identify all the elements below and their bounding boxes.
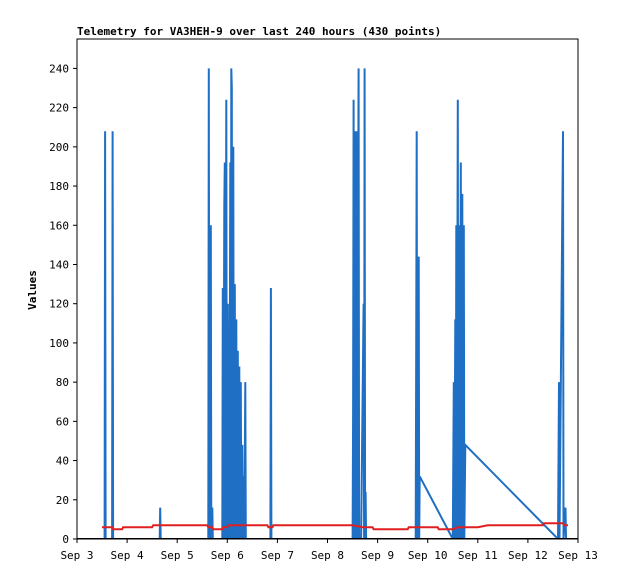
y-tick-label: 0 xyxy=(62,533,69,546)
y-tick-label: 120 xyxy=(49,298,69,311)
x-tick-label: Sep 11 xyxy=(458,549,498,562)
y-tick-label: 240 xyxy=(49,62,69,75)
x-tick-label: Sep 12 xyxy=(508,549,548,562)
x-tick-label: Sep 10 xyxy=(408,549,448,562)
y-tick-label: 20 xyxy=(56,494,69,507)
y-tick-label: 200 xyxy=(49,141,69,154)
y-tick-label: 100 xyxy=(49,337,69,350)
x-tick-label: Sep 7 xyxy=(261,549,294,562)
y-tick-label: 60 xyxy=(56,415,69,428)
y-axis-label: Values xyxy=(26,270,39,310)
series-layer xyxy=(77,68,578,539)
x-axis: Sep 3 Sep 4 Sep 5 Sep 6 Sep 7 Sep 8 Sep 9 Sep 1… xyxy=(60,539,598,562)
y-tick-label: 40 xyxy=(56,455,69,468)
x-tick-label: Sep 9 xyxy=(361,549,394,562)
plot-frame xyxy=(76,38,579,540)
y-tick-label: 140 xyxy=(49,258,69,271)
x-tick-label: Sep 4 xyxy=(111,549,144,562)
x-tick-label: Sep 13 xyxy=(558,549,598,562)
series-line-1 xyxy=(103,68,567,539)
y-tick-label: 160 xyxy=(49,219,69,232)
series-line-2 xyxy=(102,522,568,531)
chart-title: Telemetry for VA3HEH-9 over last 240 hou… xyxy=(77,25,441,38)
x-tick-label: Sep 6 xyxy=(211,549,244,562)
y-tick-label: 80 xyxy=(56,376,69,389)
x-tick-label: Sep 5 xyxy=(161,549,194,562)
x-tick-label: Sep 3 xyxy=(60,549,93,562)
y-tick-label: 180 xyxy=(49,180,69,193)
x-tick-label: Sep 8 xyxy=(311,549,344,562)
y-tick-label: 220 xyxy=(49,102,69,115)
y-axis: 0 20 40 60 80 100 120 140 160 180 200 220 240 xyxy=(49,62,77,546)
